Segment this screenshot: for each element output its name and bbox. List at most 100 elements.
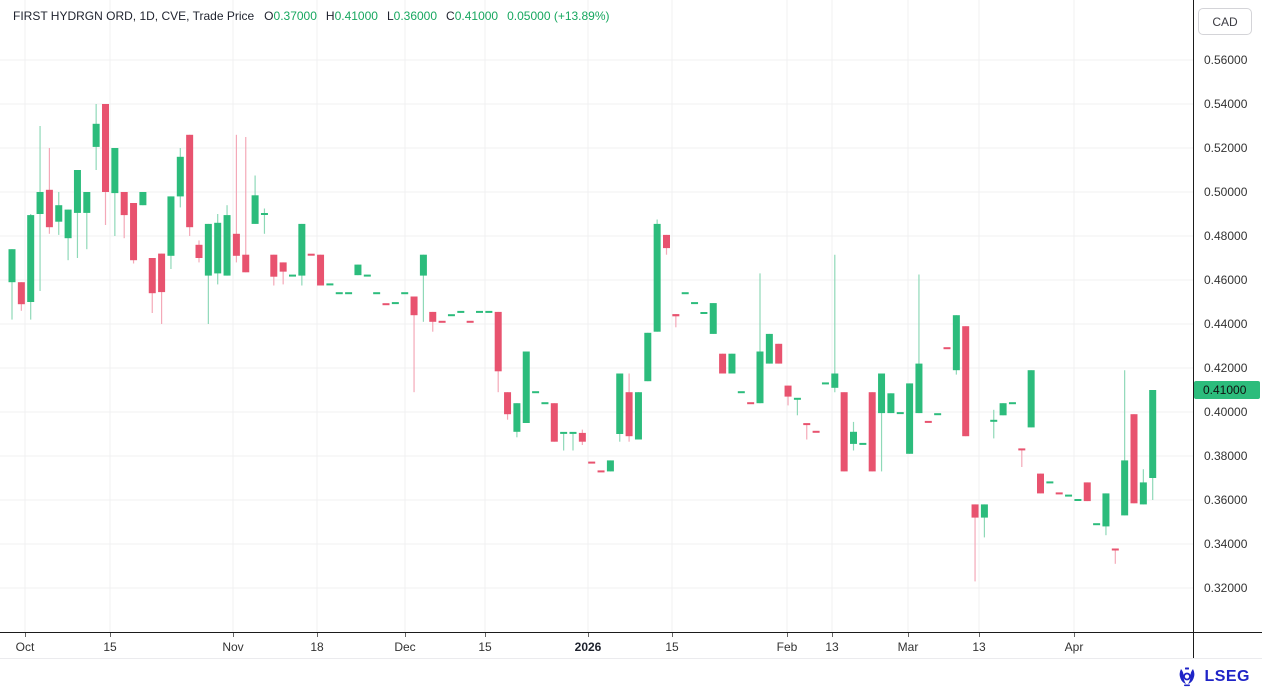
price-chart[interactable]: FIRST HYDRGN ORD, 1D, CVE, Trade Price O0… [0, 0, 1193, 632]
candle-body[interactable] [242, 254, 250, 273]
candle-body[interactable] [840, 392, 848, 472]
candle-doji[interactable] [1074, 499, 1082, 501]
candle-doji[interactable] [532, 391, 540, 394]
candle-body[interactable] [317, 254, 325, 286]
candle-doji[interactable] [307, 253, 315, 256]
candle-body[interactable] [83, 192, 91, 213]
candle-body[interactable] [728, 353, 736, 374]
candle-doji[interactable] [1111, 548, 1119, 551]
candle-body[interactable] [45, 189, 53, 228]
candle-body[interactable] [167, 196, 175, 256]
candle-doji[interactable] [363, 274, 371, 277]
candle-doji[interactable] [466, 320, 474, 323]
candle-body[interactable] [644, 332, 652, 382]
candle-doji[interactable] [793, 397, 801, 400]
candle-doji[interactable] [345, 292, 353, 295]
currency-badge[interactable]: CAD [1198, 8, 1252, 35]
candle-body[interactable] [653, 223, 661, 332]
candle-body[interactable] [999, 403, 1007, 416]
candle-body[interactable] [578, 432, 586, 442]
candle-body[interactable] [186, 134, 194, 228]
candle-body[interactable] [195, 244, 203, 258]
candle-doji[interactable] [896, 412, 904, 415]
candle-body[interactable] [522, 351, 530, 424]
candle-doji[interactable] [438, 320, 446, 323]
candle-body[interactable] [504, 392, 512, 415]
candle-body[interactable] [663, 234, 670, 249]
candle-body[interactable] [148, 258, 156, 294]
candle-body[interactable] [1149, 390, 1157, 478]
candle-body[interactable] [73, 170, 81, 213]
candle-body[interactable] [550, 403, 558, 442]
candle-doji[interactable] [260, 213, 268, 215]
candle-body[interactable] [176, 156, 184, 197]
candle-doji[interactable] [476, 310, 483, 313]
candle-body[interactable] [719, 353, 727, 374]
candle-doji[interactable] [569, 431, 577, 434]
candle-body[interactable] [672, 314, 680, 317]
candle-doji[interactable] [1018, 448, 1026, 451]
candle-body[interactable] [8, 249, 16, 283]
candle-body[interactable] [410, 296, 418, 316]
candle-body[interactable] [354, 264, 362, 276]
candle-doji[interactable] [943, 347, 951, 350]
candle-doji[interactable] [597, 470, 605, 473]
candle-body[interactable] [765, 333, 773, 364]
candle-body[interactable] [1037, 473, 1044, 494]
candle-body[interactable] [158, 253, 166, 293]
candle-body[interactable] [64, 209, 72, 239]
candle-doji[interactable] [691, 302, 699, 305]
candle-body[interactable] [606, 460, 614, 472]
candle-body[interactable] [36, 192, 44, 214]
candle-body[interactable] [1102, 493, 1110, 527]
candle-doji[interactable] [990, 419, 998, 422]
candle-body[interactable] [27, 215, 35, 302]
candle-doji[interactable] [457, 310, 465, 313]
candlestick-canvas[interactable] [0, 0, 1193, 632]
candle-body[interactable] [784, 385, 792, 397]
candle-doji[interactable] [1093, 523, 1101, 526]
candle-body[interactable] [1121, 460, 1129, 516]
candle-body[interactable] [971, 504, 979, 518]
candle-body[interactable] [634, 392, 642, 440]
candle-body[interactable] [775, 343, 783, 364]
candle-body[interactable] [223, 215, 231, 276]
candle-body[interactable] [232, 233, 240, 256]
candle-body[interactable] [111, 148, 119, 194]
candle-doji[interactable] [924, 420, 932, 423]
candle-body[interactable] [980, 504, 988, 518]
candle-doji[interactable] [401, 292, 409, 295]
candle-doji[interactable] [335, 292, 343, 295]
candle-body[interactable] [952, 315, 960, 371]
candle-doji[interactable] [1008, 402, 1016, 405]
candle-doji[interactable] [485, 310, 493, 313]
candle-body[interactable] [279, 262, 287, 272]
candle-body[interactable] [878, 373, 886, 414]
candle-body[interactable] [214, 222, 222, 274]
candle-body[interactable] [251, 195, 259, 224]
candle-body[interactable] [55, 205, 63, 222]
candle-doji[interactable] [289, 274, 296, 277]
candle-body[interactable] [962, 326, 970, 437]
candle-body[interactable] [1139, 482, 1147, 505]
candle-body[interactable] [887, 393, 895, 414]
candle-doji[interactable] [560, 431, 568, 434]
candle-body[interactable] [494, 311, 502, 372]
candle-doji[interactable] [1065, 494, 1073, 497]
candle-body[interactable] [709, 303, 717, 334]
candle-doji[interactable] [737, 391, 745, 394]
candle-body[interactable] [139, 192, 147, 206]
candle-body[interactable] [915, 363, 923, 414]
candle-doji[interactable] [934, 413, 942, 416]
candle-body[interactable] [298, 223, 306, 276]
candle-doji[interactable] [700, 312, 708, 314]
candle-body[interactable] [513, 403, 521, 432]
candle-body[interactable] [1083, 482, 1091, 502]
candle-body[interactable] [1130, 414, 1138, 504]
candle-doji[interactable] [541, 402, 549, 405]
candle-body[interactable] [831, 373, 839, 388]
candle-body[interactable] [906, 383, 914, 454]
candle-doji[interactable] [821, 382, 829, 385]
price-axis[interactable]: 0.56000 0.54000 0.52000 0.50000 0.48000 0.460… [1194, 0, 1262, 632]
candle-body[interactable] [17, 282, 25, 305]
